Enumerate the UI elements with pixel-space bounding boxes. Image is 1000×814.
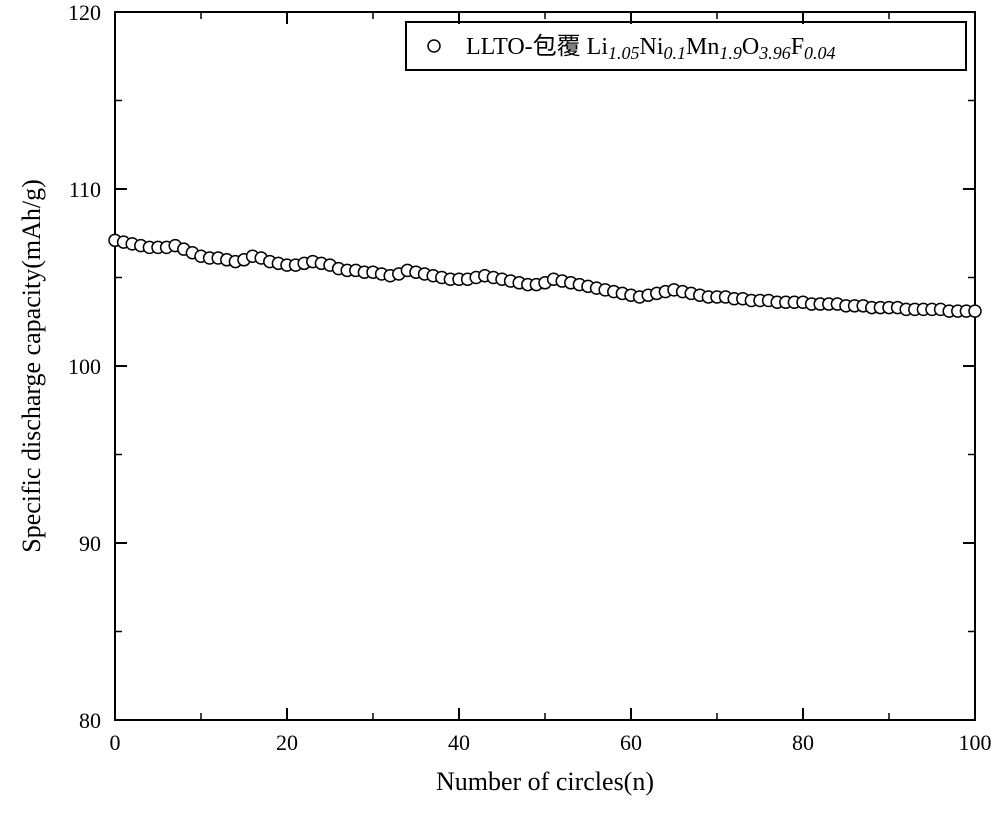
legend-label: LLTO-包覆 Li1.05Ni0.1Mn1.9O3.96F0.04	[466, 33, 836, 63]
y-tick-label: 80	[79, 708, 101, 733]
y-tick-label: 90	[79, 531, 101, 556]
chart-container: 0 20 40 60 80 100 80 90 100 110 120 Number of circl…	[0, 0, 1000, 814]
data-point	[969, 305, 981, 317]
x-tick-label: 60	[620, 730, 642, 755]
x-tick-label: 0	[110, 730, 121, 755]
x-tick-label: 100	[959, 730, 992, 755]
x-tick-label: 20	[276, 730, 298, 755]
data-series	[109, 234, 981, 317]
x-tick-label: 80	[792, 730, 814, 755]
x-tick-label: 40	[448, 730, 470, 755]
y-tick-label: 110	[69, 177, 101, 202]
y-tick-label: 100	[68, 354, 101, 379]
plot-frame	[115, 12, 975, 720]
y-axis-label: Specific discharge capacity(mAh/g)	[17, 179, 46, 552]
y-tick-label: 120	[68, 0, 101, 25]
scatter-chart: 0 20 40 60 80 100 80 90 100 110 120 Number of circl…	[0, 0, 1000, 814]
x-axis-label: Number of circles(n)	[436, 767, 654, 796]
legend-marker-icon	[428, 40, 440, 52]
